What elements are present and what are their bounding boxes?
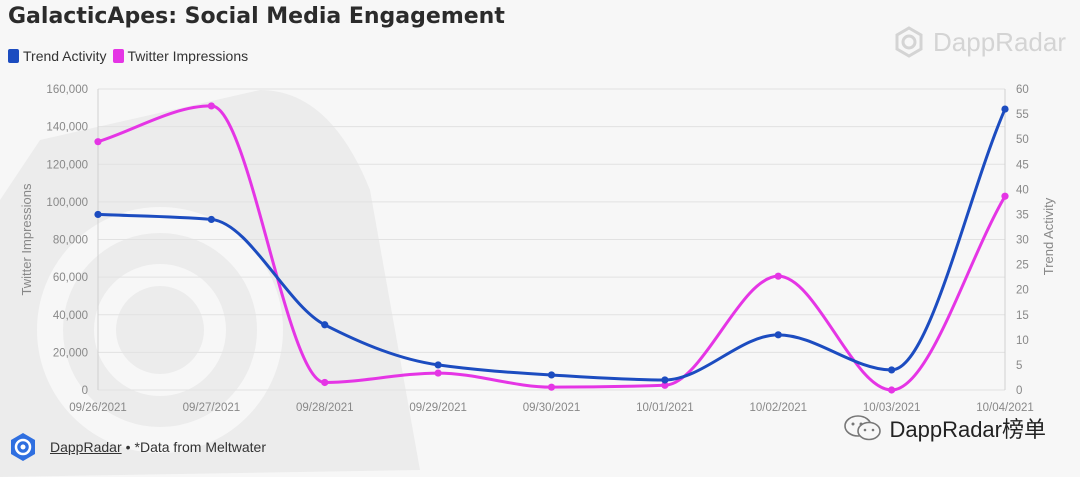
y-right-tick-label: 55 [1016,109,1029,121]
data-point-twitter-impressions [94,138,102,146]
dappradar-logo-icon [895,26,923,58]
legend-label-trend: Trend Activity [23,48,107,64]
y-right-tick-label: 10 [1016,335,1029,347]
wechat-icon [844,415,882,441]
data-point-twitter-impressions [321,378,329,387]
y-right-tick-label: 5 [1016,360,1022,372]
series-line-twitter-impressions [96,104,1007,392]
y-right-tick-label: 40 [1016,184,1029,196]
y-right-tick-label: 25 [1016,260,1029,272]
data-point-trend-activity [207,215,215,224]
x-tick-label: 09/28/2021 [296,402,354,414]
data-point-trend-activity [661,376,669,384]
legend-swatch-trend [8,49,19,63]
y-left-tick-label: 0 [82,385,88,397]
y-left-axis-title: Twitter Impressions [19,183,34,295]
brand-name: DappRadar [933,26,1066,57]
data-point-trend-activity [434,361,442,369]
data-point-trend-activity [321,321,329,329]
y-left-tick-label: 140,000 [46,122,88,134]
legend-label-twitter: Twitter Impressions [127,48,249,64]
footer-separator: • [125,439,131,455]
chart-title: GalacticApes: Social Media Engagement [8,4,505,29]
legend-item-twitter-impressions[interactable]: Twitter Impressions [112,48,249,64]
y-left-tick-label: 40,000 [53,310,88,322]
data-point-trend-activity [774,331,782,339]
dappradar-link[interactable]: DappRadar [50,439,122,455]
y-right-tick-label: 30 [1016,235,1029,247]
x-tick-label: 10/02/2021 [749,402,807,414]
data-point-twitter-impressions [434,369,442,377]
y-right-axis-title: Trend Activity [1041,197,1056,275]
data-point-twitter-impressions [1001,192,1009,200]
x-tick-label: 09/26/2021 [69,402,127,414]
footer-note: *Data from Meltwater [134,439,266,455]
y-left-tick-label: 20,000 [53,347,88,359]
data-point-twitter-impressions [547,383,556,391]
x-tick-label: 09/27/2021 [183,402,241,414]
dappradar-logo-icon [11,433,35,461]
brand-logo: DappRadar [893,26,1066,58]
data-point-twitter-impressions [661,381,669,389]
x-tick-label: 09/30/2021 [523,402,581,414]
y-right-tick-label: 35 [1016,209,1029,221]
x-tick-label: 09/29/2021 [409,402,467,414]
data-point-trend-activity [547,371,556,379]
chart-legend: Trend Activity Twitter Impressions [8,48,254,64]
y-right-tick-label: 45 [1016,159,1029,171]
legend-item-trend-activity[interactable]: Trend Activity [8,48,107,64]
x-tick-label: 10/01/2021 [636,402,694,414]
y-left-tick-label: 120,000 [46,159,88,171]
wechat-account-name: DappRadar榜单 [889,417,1046,442]
data-point-twitter-impressions [888,386,896,394]
y-right-tick-label: 20 [1016,285,1029,297]
x-tick-label: 10/04/2021 [976,402,1034,414]
y-left-tick-label: 100,000 [46,197,88,209]
y-right-tick-label: 15 [1016,310,1029,322]
data-point-twitter-impressions [774,272,782,280]
data-point-trend-activity [1001,105,1009,113]
y-right-tick-label: 0 [1016,385,1022,397]
y-left-tick-label: 160,000 [46,84,88,96]
y-left-tick-label: 80,000 [53,235,88,247]
y-right-tick-label: 60 [1016,84,1029,96]
footer: DappRadar • *Data from Meltwater [8,432,266,462]
data-point-twitter-impressions [207,102,215,110]
series-line-trend-activity [96,107,1007,382]
data-point-trend-activity [888,366,896,374]
y-left-tick-label: 60,000 [53,272,88,284]
x-tick-label: 10/03/2021 [863,402,921,414]
data-point-trend-activity [94,210,102,219]
y-right-tick-label: 50 [1016,134,1029,146]
legend-swatch-twitter [112,49,124,63]
wechat-watermark: DappRadar榜单 [843,412,1046,444]
